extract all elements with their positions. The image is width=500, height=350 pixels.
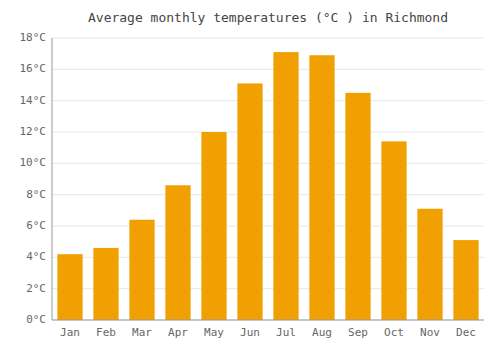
y-tick-label: 16°C	[20, 62, 47, 75]
x-tick-label: Feb	[96, 326, 116, 339]
chart: 0°C 2°C 4°C 6°C 8°C 10°C 12°C 14°C 16°C 18°C Jan Fe…	[0, 0, 500, 350]
bar	[417, 209, 442, 320]
bar	[381, 141, 406, 320]
grid-line	[52, 38, 484, 39]
bar	[309, 55, 334, 320]
grid-line	[52, 194, 484, 195]
x-tick-label: Jul	[276, 326, 296, 339]
y-tick-label: 14°C	[20, 94, 47, 107]
x-tick-label: Apr	[168, 326, 188, 339]
x-tick-label: Mar	[132, 326, 152, 339]
grid-line	[52, 100, 484, 101]
bar	[129, 220, 154, 320]
background	[0, 0, 500, 350]
y-tick-label: 12°C	[20, 125, 47, 138]
x-tick-label: Jan	[60, 326, 80, 339]
y-tick-label: 0°C	[26, 313, 46, 326]
x-axis-line	[52, 320, 484, 321]
grid-line	[52, 320, 484, 321]
y-tick-label: 10°C	[20, 156, 47, 169]
bar	[237, 83, 262, 320]
bar	[453, 240, 478, 320]
x-tick-label: May	[204, 326, 224, 339]
y-tick-label: 4°C	[26, 250, 46, 263]
chart-container: 0°C 2°C 4°C 6°C 8°C 10°C 12°C 14°C 16°C 18°C Jan Fe…	[0, 0, 500, 350]
y-axis-line	[52, 38, 53, 320]
x-tick-label: Jun	[240, 326, 260, 339]
grid-line	[52, 132, 484, 133]
y-tick-label: 18°C	[20, 31, 47, 44]
y-tick-labels: 0°C 2°C 4°C 6°C 8°C 10°C 12°C 14°C 16°C 18°C	[20, 31, 47, 326]
y-tick-label: 2°C	[26, 282, 46, 295]
grid-line	[52, 163, 484, 164]
x-tick-labels: Jan Feb Mar Apr May Jun Jul Aug Sep Oct Nov Dec	[60, 326, 476, 339]
bar	[165, 185, 190, 320]
bar	[201, 132, 226, 320]
y-tick-label: 6°C	[26, 219, 46, 232]
y-tick-label: 8°C	[26, 188, 46, 201]
bar	[57, 254, 82, 320]
x-tick-label: Nov	[420, 326, 440, 339]
x-tick-label: Sep	[348, 326, 368, 339]
grid-line	[52, 69, 484, 70]
bar	[345, 93, 370, 320]
x-tick-label: Aug	[312, 326, 332, 339]
x-tick-label: Oct	[384, 326, 404, 339]
y-grid	[52, 38, 484, 320]
bar	[273, 52, 298, 320]
bar	[93, 248, 118, 320]
title: Average monthly temperatures (°C ) in Ri…	[88, 10, 448, 25]
bars	[57, 52, 478, 320]
x-tick-label: Dec	[456, 326, 476, 339]
